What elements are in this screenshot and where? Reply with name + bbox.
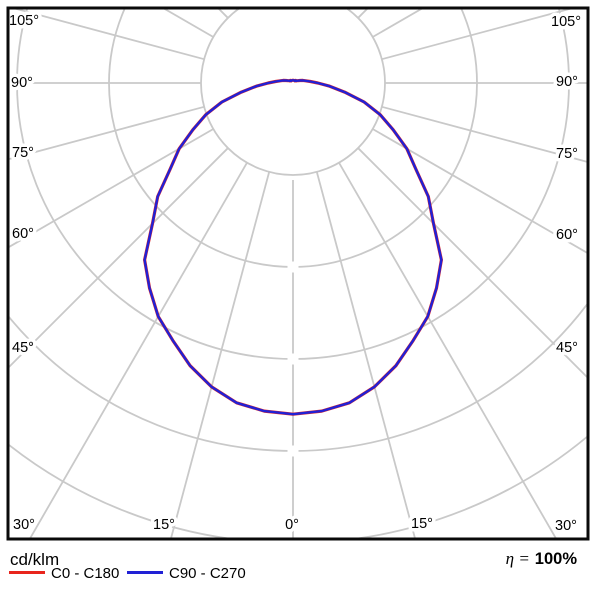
- angle-label: 45°: [12, 340, 34, 356]
- intensity-curves: [143, 78, 443, 416]
- grid-ring: [200, 9, 386, 176]
- angle-label: 105°: [551, 14, 581, 30]
- grid-spoke: [9, 105, 205, 160]
- angle-labels: 105° 90° 75° 60° 45° 105° 90° 75° 60° 45° 30° 15° 0°…: [6, 10, 585, 538]
- grid-spoke: [0, 0, 247, 3]
- axis-gap: [287, 353, 299, 365]
- angle-label: 0°: [285, 517, 299, 533]
- grid-spoke: [15, 9, 205, 61]
- plot-frame: [6, 6, 590, 541]
- grid-spoke: [381, 105, 587, 163]
- angle-label: 45°: [556, 340, 578, 356]
- efficiency-text: η = 100%: [506, 549, 578, 568]
- intensity-curve-c90-c270: [143, 79, 443, 416]
- legend-label-c90-c270: C90 - C270: [169, 565, 246, 582]
- grid-spoke: [315, 171, 416, 538]
- axis-gap: [287, 261, 299, 273]
- angle-label: 90°: [11, 75, 33, 91]
- angle-label: 60°: [12, 226, 34, 242]
- grid-spoke: [170, 171, 271, 538]
- angle-label: 75°: [12, 145, 34, 161]
- angle-label: 75°: [556, 146, 578, 162]
- angle-label: 60°: [556, 227, 578, 243]
- eta-symbol-label: η =: [506, 549, 530, 568]
- angle-label: 30°: [13, 517, 35, 533]
- efficiency-value: 100%: [535, 550, 578, 568]
- legend-label-c0-c180: C0 - C180: [51, 565, 119, 582]
- angle-label: 105°: [9, 13, 39, 29]
- grid-spoke: [339, 0, 600, 3]
- angle-label: 90°: [556, 74, 578, 90]
- grid-spoke: [381, 9, 571, 61]
- grid-spoke: [9, 128, 214, 248]
- angle-label: 30°: [555, 518, 577, 534]
- grid-spoke: [372, 128, 587, 254]
- units-label: cd/klm: [10, 550, 59, 569]
- axis-gap: [287, 445, 299, 457]
- legend: C0 - C180 C90 - C270: [9, 565, 246, 582]
- angle-label: 15°: [411, 516, 433, 532]
- angle-label: 15°: [153, 517, 175, 533]
- grid-spoke: [338, 162, 557, 538]
- grid-ring: [9, 303, 587, 452]
- grid-spoke: [29, 162, 248, 538]
